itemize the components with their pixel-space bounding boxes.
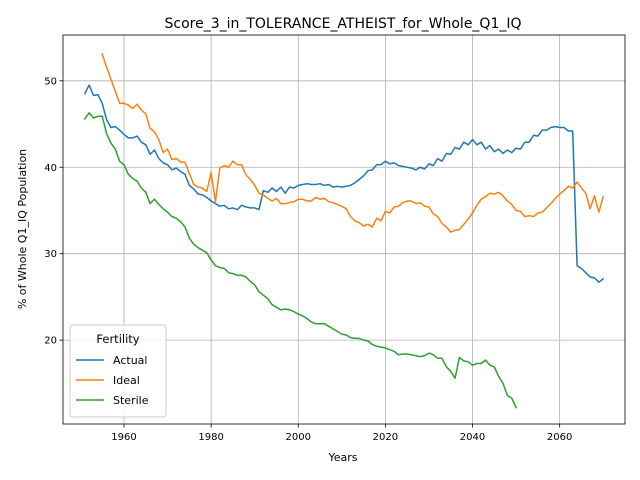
x-tick-label: 2060 <box>547 432 572 443</box>
y-tick-label: 30 <box>44 249 57 260</box>
legend-label-actual: Actual <box>113 354 147 367</box>
y-axis: 20 30 40 50 <box>44 76 63 347</box>
series-line-ideal <box>101 53 605 233</box>
y-tick-label: 20 <box>44 336 57 347</box>
y-tick-label: 50 <box>44 76 57 87</box>
legend: Fertility Actual Ideal Sterile <box>69 324 167 418</box>
grid <box>63 35 625 424</box>
x-tick-label: 1980 <box>198 432 223 443</box>
legend-box <box>69 324 167 418</box>
chart-title: Score_3_in_TOLERANCE_ATHEIST_for_Whole_Q… <box>164 16 521 32</box>
plot-frame <box>62 34 626 425</box>
series-line-actual <box>83 84 605 283</box>
x-tick-label: 2020 <box>373 432 398 443</box>
legend-label-ideal: Ideal <box>113 374 140 387</box>
x-axis: 1960 1980 2000 2020 2040 2060 <box>111 424 572 443</box>
legend-title: Fertility <box>96 332 139 346</box>
x-tick-label: 2000 <box>286 432 311 443</box>
series-layer <box>83 53 605 409</box>
x-tick-label: 2040 <box>460 432 485 443</box>
series-line-sterile <box>83 112 518 409</box>
y-tick-label: 40 <box>44 163 57 174</box>
x-tick-label: 1960 <box>111 432 136 443</box>
y-axis-label: % of Whole Q1_IQ Population <box>16 149 29 309</box>
legend-label-sterile: Sterile <box>113 394 149 407</box>
x-axis-label: Years <box>327 451 357 464</box>
